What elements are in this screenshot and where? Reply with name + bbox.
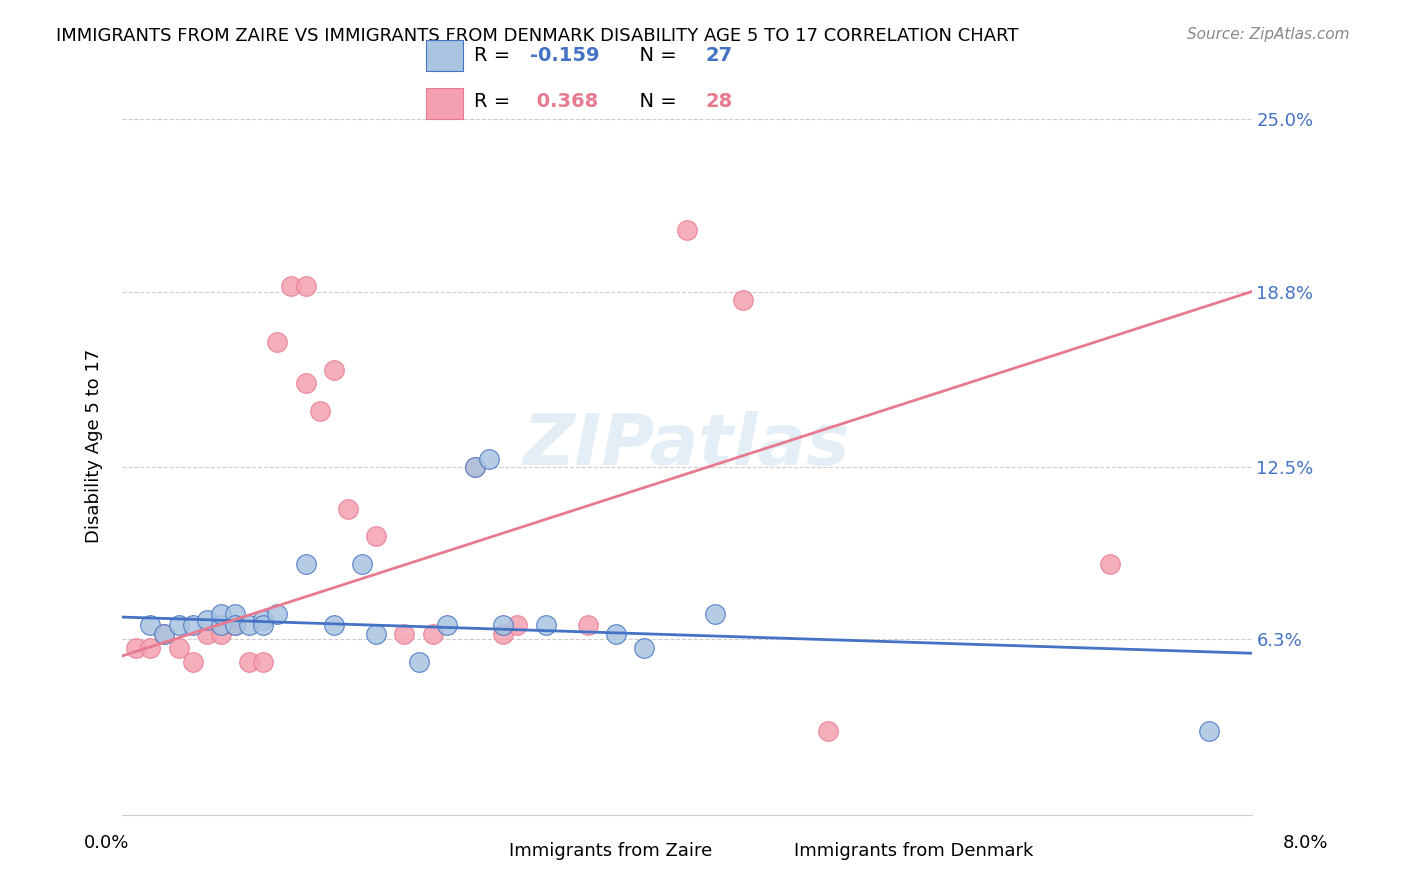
Point (266, 334, 288, 349)
Text: 0.368: 0.368 (530, 92, 599, 112)
FancyBboxPatch shape (426, 40, 463, 70)
Point (1198, 724, 1220, 739)
Point (195, 613, 218, 627)
Point (408, 655, 430, 669)
Point (633, 640, 655, 655)
Point (675, 223, 697, 237)
Point (139, 640, 162, 655)
Point (209, 626, 232, 640)
Point (125, 640, 148, 655)
Point (224, 618, 246, 632)
Point (181, 655, 204, 669)
Point (153, 626, 176, 640)
Point (252, 613, 274, 627)
Point (294, 279, 316, 293)
Point (195, 626, 218, 640)
Point (139, 618, 162, 632)
Point (1099, 558, 1122, 572)
Point (336, 501, 359, 516)
Point (436, 618, 458, 632)
Text: Source: ZipAtlas.com: Source: ZipAtlas.com (1187, 27, 1350, 42)
Point (167, 618, 190, 632)
Point (506, 618, 529, 632)
Point (308, 404, 330, 418)
Point (322, 618, 344, 632)
Point (534, 618, 557, 632)
Point (294, 376, 316, 391)
Point (464, 459, 486, 474)
Point (464, 459, 486, 474)
Point (238, 618, 260, 632)
FancyBboxPatch shape (426, 88, 463, 119)
Point (352, 558, 374, 572)
Point (478, 451, 501, 466)
Text: R =: R = (474, 92, 517, 112)
Point (366, 626, 388, 640)
Text: ZIPatlas: ZIPatlas (523, 411, 851, 481)
Text: 28: 28 (706, 92, 733, 112)
Text: R =: R = (474, 46, 517, 65)
Point (252, 655, 274, 669)
Text: Immigrants from Denmark: Immigrants from Denmark (794, 842, 1033, 860)
Text: 8.0%: 8.0% (1284, 834, 1329, 852)
Point (733, 293, 755, 307)
Point (817, 724, 839, 739)
Point (224, 607, 246, 622)
Text: Immigrants from Zaire: Immigrants from Zaire (509, 842, 713, 860)
Point (704, 607, 727, 622)
Point (394, 626, 416, 640)
Text: N =: N = (627, 46, 683, 65)
Point (322, 362, 344, 376)
Point (366, 529, 388, 543)
Text: IMMIGRANTS FROM ZAIRE VS IMMIGRANTS FROM DENMARK DISABILITY AGE 5 TO 17 CORRELAT: IMMIGRANTS FROM ZAIRE VS IMMIGRANTS FROM… (56, 27, 1019, 45)
Point (153, 626, 176, 640)
Y-axis label: Disability Age 5 to 17: Disability Age 5 to 17 (86, 349, 103, 543)
Point (238, 655, 260, 669)
Point (209, 607, 232, 622)
Point (422, 626, 444, 640)
Point (492, 626, 515, 640)
Text: -0.159: -0.159 (530, 46, 600, 65)
Text: N =: N = (627, 92, 683, 112)
Point (280, 279, 302, 293)
Text: 0.0%: 0.0% (84, 834, 129, 852)
Point (167, 640, 190, 655)
Point (266, 607, 288, 622)
Point (576, 618, 599, 632)
Point (224, 618, 246, 632)
Point (252, 618, 274, 632)
Point (209, 618, 232, 632)
Point (181, 618, 204, 632)
Point (294, 558, 316, 572)
Point (492, 618, 515, 632)
Point (605, 626, 627, 640)
Text: 27: 27 (706, 46, 733, 65)
